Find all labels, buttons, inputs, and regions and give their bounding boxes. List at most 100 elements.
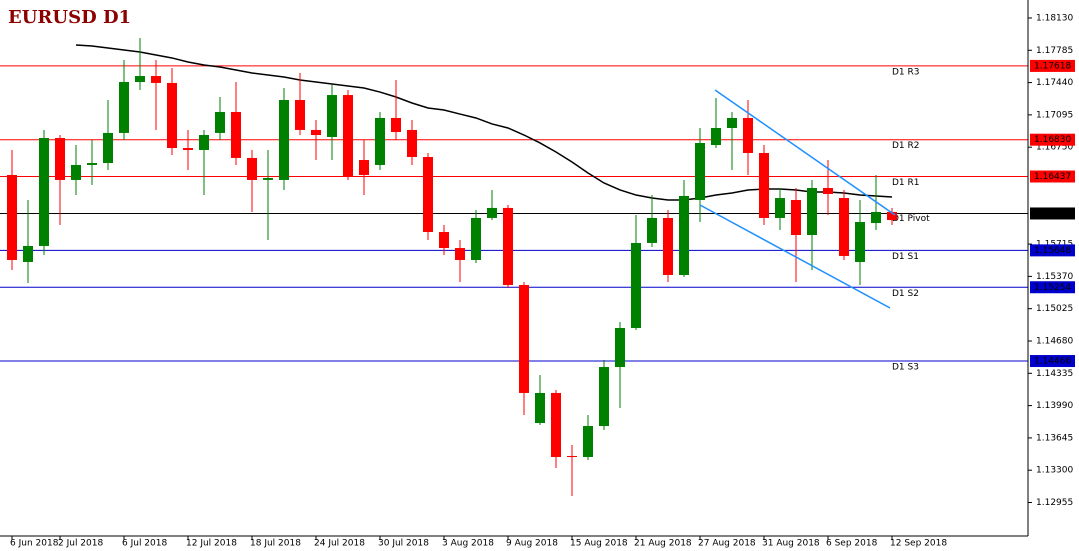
x-tick-label: 12 Jul 2018 [186, 539, 237, 549]
level-name: D1 R2 [892, 141, 920, 151]
candle-body [711, 127, 721, 146]
candle-body [727, 117, 737, 128]
x-tick-label: 3 Aug 2018 [442, 539, 494, 549]
level-price-label: 1.17618 [1034, 61, 1071, 71]
candle-body [551, 392, 561, 458]
chart-title: EURUSD D1 [8, 7, 131, 28]
x-tick-label: 15 Aug 2018 [570, 539, 628, 549]
x-tick-label: 12 Sep 2018 [890, 539, 947, 549]
candle-body [7, 174, 17, 261]
level-price-label: 1.15254 [1034, 283, 1071, 293]
y-tick-label: 1.17785 [1036, 46, 1073, 56]
candle-body [519, 285, 529, 393]
y-tick-label: 1.15025 [1036, 304, 1073, 314]
candle-body [199, 135, 209, 150]
candle-body [887, 211, 897, 221]
level-price-label: 1.15648 [1034, 246, 1071, 256]
candle-body [455, 248, 465, 261]
x-tick-label: 2 Jul 2018 [58, 539, 103, 549]
level-price-label: 1.14466 [1034, 357, 1071, 367]
level-price-label: 1.16042 [1034, 209, 1071, 219]
y-tick-label: 1.14335 [1036, 369, 1073, 379]
y-tick-label: 1.14680 [1036, 336, 1073, 346]
candle-body [407, 129, 417, 158]
plot [7, 38, 897, 496]
candle-body [23, 245, 33, 262]
candle-body [567, 455, 577, 458]
y-tick-label: 1.15370 [1036, 272, 1073, 282]
candle-body [615, 327, 625, 368]
level-price-label: 1.16830 [1034, 135, 1071, 145]
trend-line-upper [714, 89, 896, 216]
candle-body [759, 152, 769, 218]
candle-body [695, 142, 705, 200]
y-tick-label: 1.17095 [1036, 110, 1073, 120]
candle-body [807, 188, 817, 236]
moving-average [75, 44, 893, 201]
candle-body [119, 82, 129, 133]
candle-body [263, 177, 273, 180]
level-price-box [1030, 281, 1075, 294]
candle-body [359, 160, 369, 175]
y-tick-label: 1.13645 [1036, 433, 1073, 443]
level-price-box [1030, 207, 1075, 220]
level-price-label: 1.16437 [1034, 172, 1071, 182]
level-price-box [1030, 355, 1075, 368]
level-name: D1 R3 [892, 67, 920, 77]
candle-body [871, 211, 881, 224]
candle-body [839, 198, 849, 256]
candle-body [599, 367, 609, 427]
level-price-box [1030, 170, 1075, 183]
x-tick-label: 24 Jul 2018 [314, 539, 365, 549]
level-price-box [1030, 59, 1075, 72]
candle-body [279, 99, 289, 180]
x-tick-label: 30 Jul 2018 [378, 539, 429, 549]
level-name: D1 S3 [892, 363, 919, 373]
candle-body [231, 111, 241, 158]
x-tick-label: 21 Aug 2018 [634, 539, 692, 549]
trend-line-lower [699, 204, 891, 309]
x-tick-label: 18 Jul 2018 [250, 539, 301, 549]
x-tick-label: 31 Aug 2018 [762, 539, 820, 549]
level-name: D1 R1 [892, 178, 920, 188]
level-price-box [1030, 244, 1075, 257]
candle-body [535, 392, 545, 424]
candle-body [343, 95, 353, 177]
candle-body [71, 164, 81, 180]
x-tick-label: 6 Jun 2018 [10, 539, 59, 549]
y-tick-label: 1.16750 [1036, 143, 1073, 153]
candle-body [311, 129, 321, 136]
candle-body [423, 157, 433, 233]
y-tick-label: 1.13300 [1036, 466, 1073, 476]
candle-body [151, 76, 161, 83]
candle-body [583, 426, 593, 458]
x-tick-label: 9 Aug 2018 [506, 539, 558, 549]
candle-body [503, 207, 513, 286]
candle-body [295, 99, 305, 130]
level-name: D1 S2 [892, 289, 919, 299]
candle-body [823, 188, 833, 195]
y-tick-label: 1.18130 [1036, 13, 1073, 23]
candle-body [103, 132, 113, 164]
candle-body [743, 117, 753, 153]
y-tick-label: 1.17440 [1036, 78, 1073, 88]
candle-body [183, 148, 193, 150]
candle-body [679, 195, 689, 275]
candle-body [631, 242, 641, 328]
candle-body [55, 138, 65, 180]
candle-body [855, 221, 865, 262]
candle-body [167, 82, 177, 149]
level-name: D1 Pivot [892, 214, 930, 224]
y-tick-label: 1.13990 [1036, 401, 1073, 411]
candle-body [327, 95, 337, 137]
x-tick-label: 27 Aug 2018 [698, 539, 756, 549]
x-tick-label: 6 Sep 2018 [826, 539, 878, 549]
candle-body [135, 76, 145, 83]
level-price-box [1030, 133, 1075, 146]
candle-body [247, 157, 257, 180]
candle-body [791, 199, 801, 236]
candle-body [375, 117, 385, 165]
